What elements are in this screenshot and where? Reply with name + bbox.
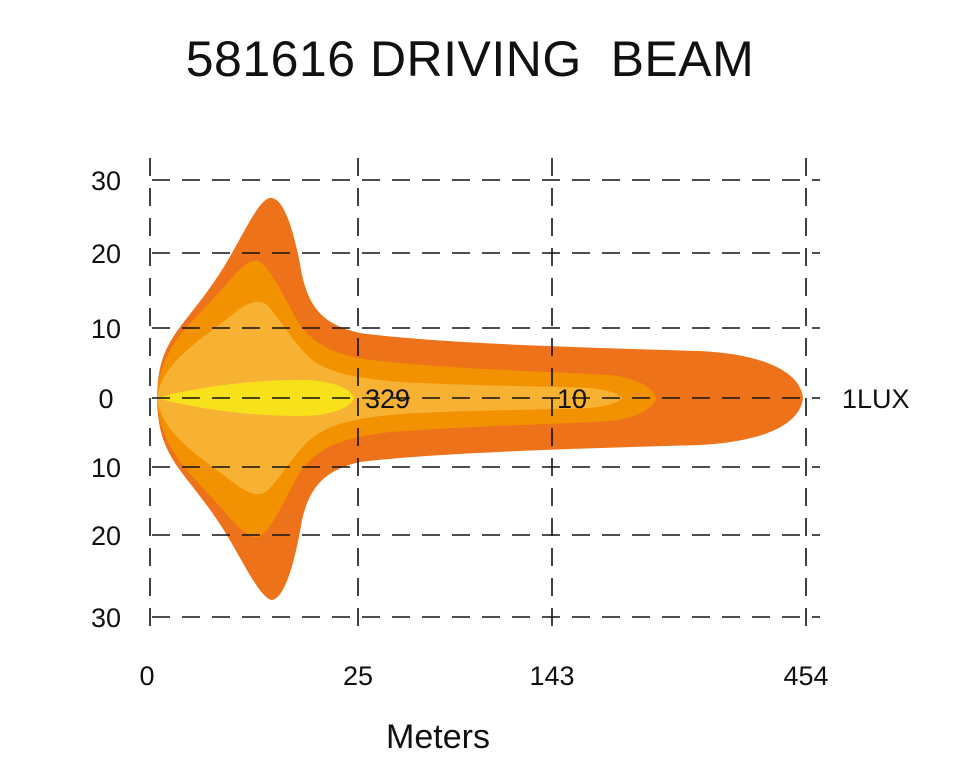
y-tick-label: 20 (91, 239, 121, 269)
chart-title: 581616 DRIVING BEAM (185, 31, 755, 87)
x-tick-label: 454 (783, 661, 828, 691)
x-tick-label: 25 (343, 661, 373, 691)
isolux-label: 1LUX (842, 384, 910, 414)
y-tick-label: 30 (91, 603, 121, 633)
y-tick-label: 20 (91, 521, 121, 551)
y-tick-label: 0 (98, 384, 113, 414)
beam-pattern (157, 197, 803, 600)
isolux-label: 329 (365, 384, 410, 414)
isolux-labels: 329 10 1LUX (365, 384, 910, 414)
x-axis-label: Meters (386, 718, 490, 756)
y-tick-label: 10 (91, 314, 121, 344)
y-tick-label: 10 (91, 453, 121, 483)
x-tick-label: 143 (529, 661, 574, 691)
x-axis-ticks: 0 25 143 454 (139, 661, 828, 691)
beam-zone-3 (157, 301, 622, 495)
chart-grid (149, 158, 820, 638)
y-axis-ticks: 30 20 10 0 10 20 30 (91, 166, 121, 633)
isolux-label: 10 (557, 384, 587, 414)
y-tick-label: 30 (91, 166, 121, 196)
x-tick-label: 0 (139, 661, 154, 691)
